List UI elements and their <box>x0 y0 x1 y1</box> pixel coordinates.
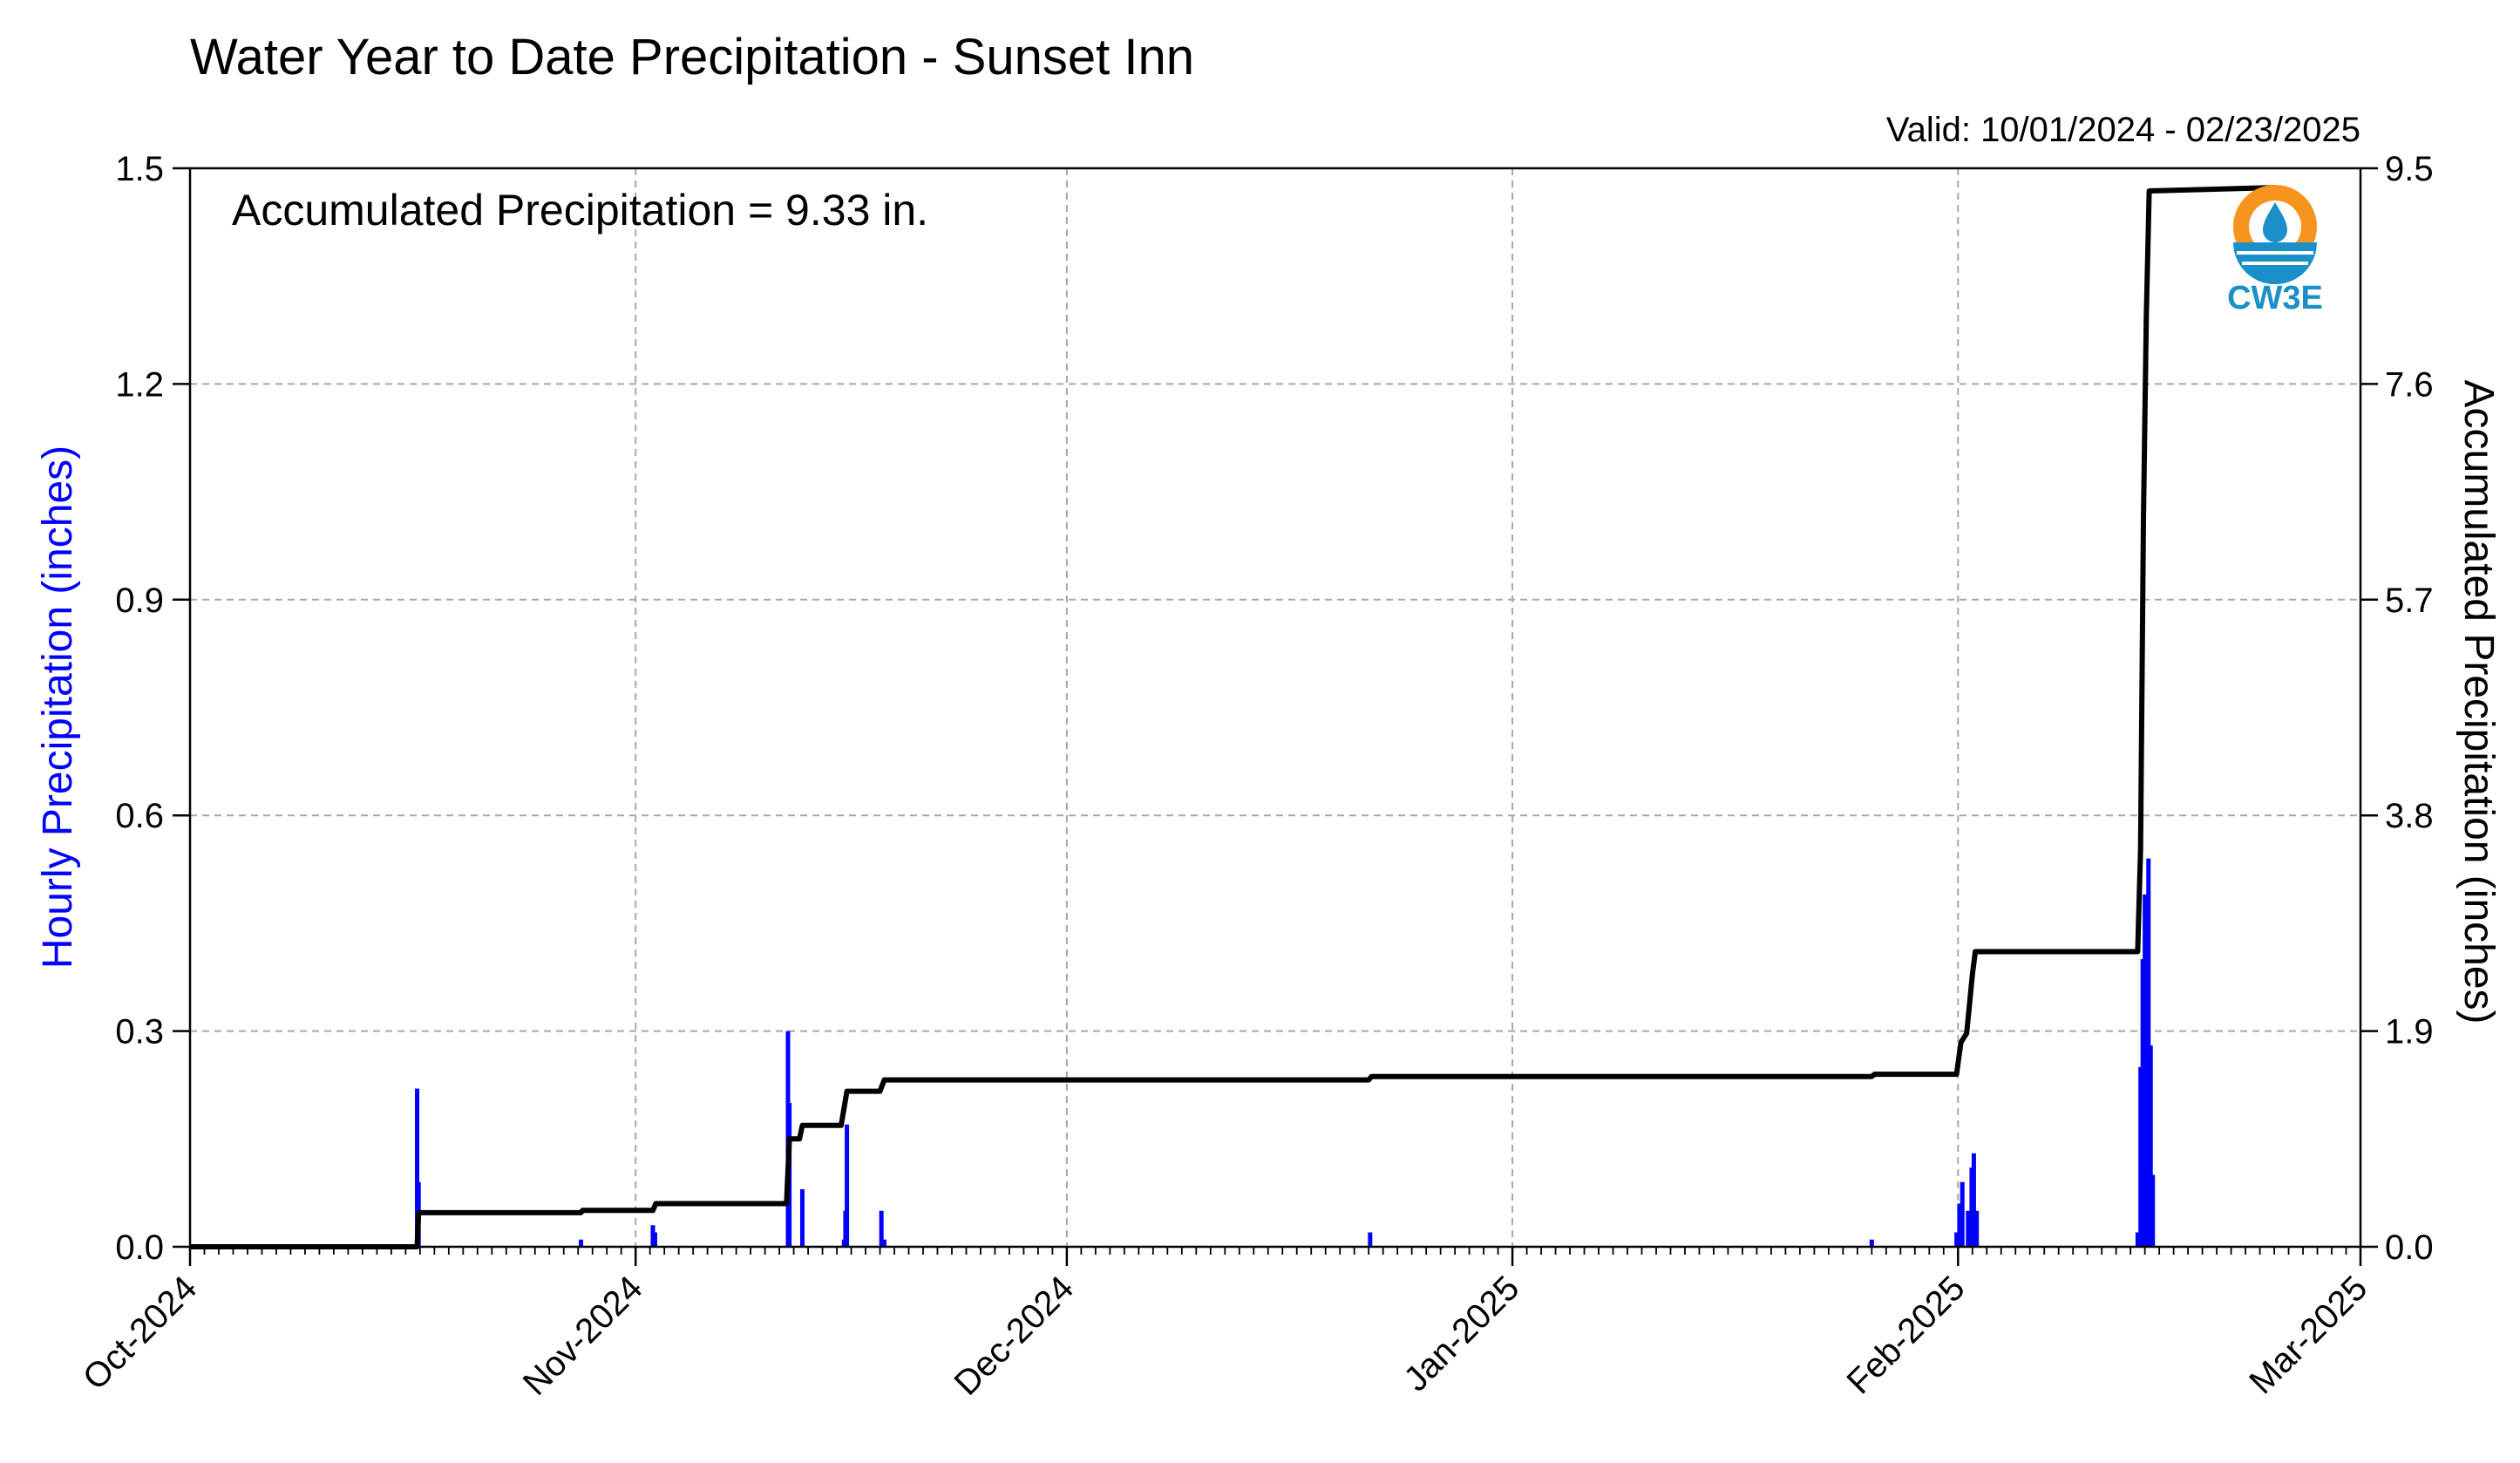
hourly-precip-bar <box>1368 1232 1373 1247</box>
valid-date-range: Valid: 10/01/2024 - 02/23/2025 <box>1886 111 2360 149</box>
hourly-precip-bar <box>845 1124 850 1247</box>
logo-text: CW3E <box>2227 280 2323 316</box>
hourly-precip-bars <box>415 858 2156 1247</box>
accumulated-precip-series <box>190 185 2275 1249</box>
chart-title: Water Year to Date Precipitation - Sunse… <box>190 29 1194 85</box>
y-tick-label: 0.6 <box>115 797 164 835</box>
plot-frame <box>188 167 2362 1249</box>
y2-tick-label: 7.6 <box>2385 365 2434 404</box>
accumulated-precip-line <box>190 185 2275 1249</box>
hourly-precip-bar <box>2150 1174 2156 1247</box>
accumulated-total-annotation: Accumulated Precipitation = 9.33 in. <box>232 186 928 235</box>
hourly-precip-bar <box>881 1239 886 1247</box>
y-tick-label: 1.2 <box>115 365 164 404</box>
grid <box>190 168 2360 1247</box>
hourly-precip-bar <box>2135 1232 2140 1247</box>
y2-tick-label: 1.9 <box>2385 1013 2434 1051</box>
hourly-precip-bar <box>1869 1239 1874 1247</box>
hourly-precip-bar <box>879 1210 884 1247</box>
hourly-precip-bar <box>799 1189 805 1247</box>
y-tick-label: 0.9 <box>115 582 164 620</box>
y-tick-label: 1.5 <box>115 150 164 188</box>
hourly-precip-bar <box>1974 1210 1980 1247</box>
water-drop-icon <box>2263 202 2287 242</box>
y-axis-label: Hourly Precipitation (inches) <box>35 446 81 969</box>
y-tick-label: 0.3 <box>115 1013 164 1051</box>
hourly-precip-bar <box>1966 1210 1971 1247</box>
y-axis-right: 0.0 1.9 3.8 5.7 7.6 9.5 <box>2360 150 2434 1267</box>
hourly-precip-bar <box>1971 1153 1976 1247</box>
y2-tick-label: 3.8 <box>2385 797 2434 835</box>
y-axis-left: 0.0 0.3 0.6 0.9 1.2 1.5 <box>115 150 190 1267</box>
hourly-precip-bar <box>1957 1203 1962 1247</box>
cw3e-logo: CW3E <box>2227 185 2323 316</box>
hourly-precip-bar <box>579 1239 584 1247</box>
y2-axis-label: Accumulated Precipitation (inches) <box>2455 379 2502 1024</box>
y2-tick-label: 9.5 <box>2385 150 2434 188</box>
hourly-precip-bar <box>652 1232 657 1247</box>
hourly-precip-bar <box>415 1088 420 1247</box>
y2-tick-label: 0.0 <box>2385 1228 2434 1267</box>
hourly-precip-bar <box>1954 1232 1960 1247</box>
y2-tick-label: 5.7 <box>2385 582 2434 620</box>
hourly-precip-bar <box>2148 1045 2153 1247</box>
y-tick-label: 0.0 <box>115 1228 164 1267</box>
hourly-precip-bar <box>1960 1181 1965 1247</box>
